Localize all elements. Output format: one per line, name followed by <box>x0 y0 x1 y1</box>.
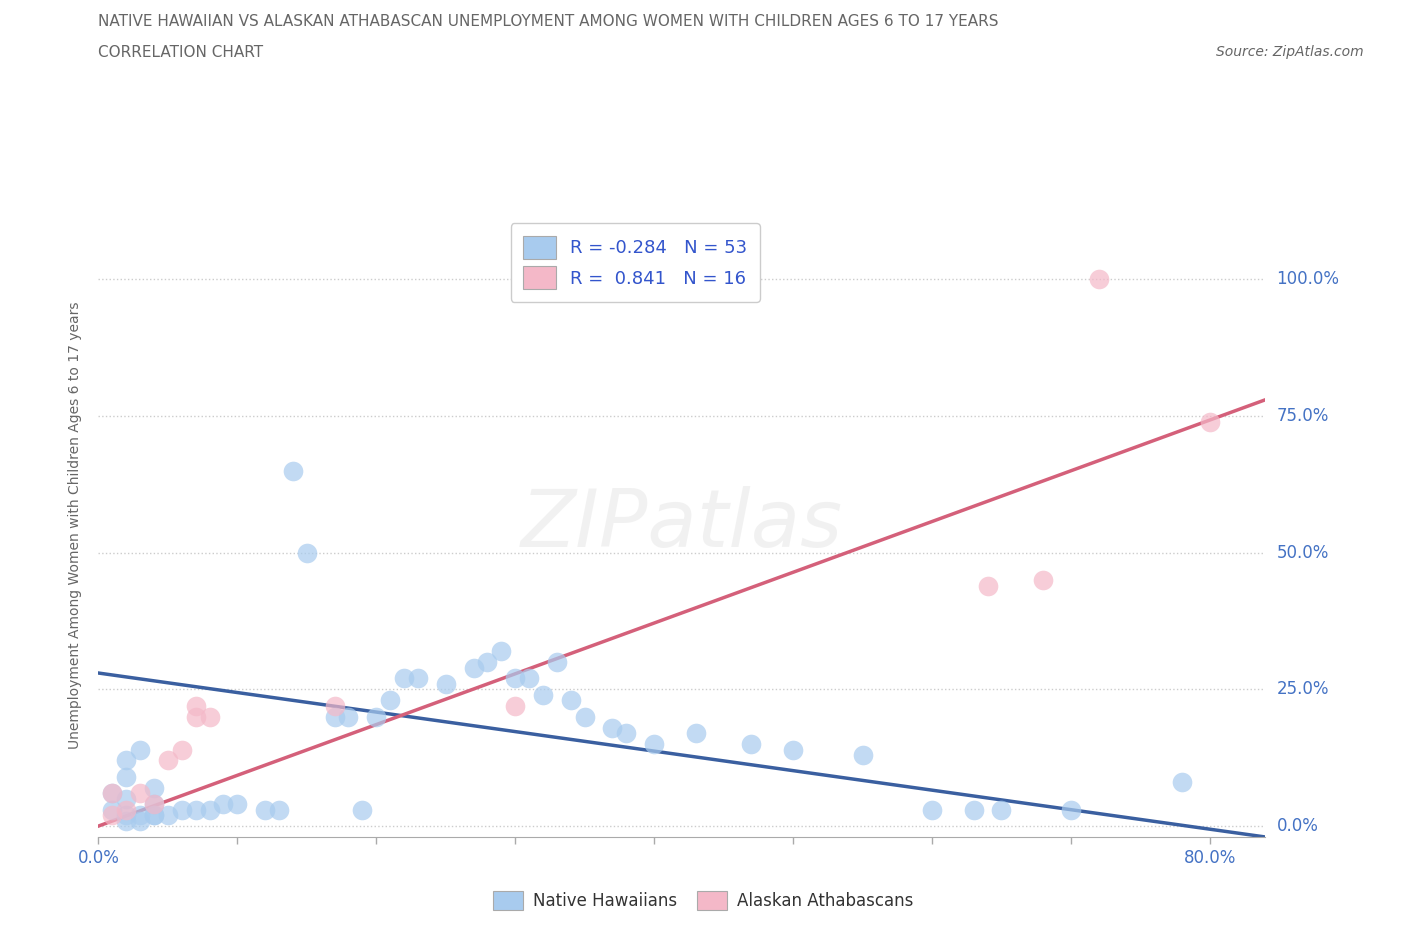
Point <box>740 737 762 751</box>
Point <box>962 803 984 817</box>
Point <box>143 807 166 822</box>
Point <box>143 797 166 812</box>
Point <box>1060 803 1083 817</box>
Point <box>129 742 152 757</box>
Legend: R = -0.284   N = 53, R =  0.841   N = 16: R = -0.284 N = 53, R = 0.841 N = 16 <box>510 223 759 302</box>
Point <box>1087 272 1109 287</box>
Point <box>101 786 124 801</box>
Text: Source: ZipAtlas.com: Source: ZipAtlas.com <box>1216 45 1364 59</box>
Point <box>170 742 193 757</box>
Point <box>434 676 457 691</box>
Point <box>295 545 318 560</box>
Point <box>170 803 193 817</box>
Point <box>184 698 207 713</box>
Point <box>463 660 485 675</box>
Legend: Native Hawaiians, Alaskan Athabascans: Native Hawaiians, Alaskan Athabascans <box>486 884 920 917</box>
Text: ZIPatlas: ZIPatlas <box>520 486 844 565</box>
Point <box>378 693 402 708</box>
Point <box>503 671 526 686</box>
Point <box>602 720 624 735</box>
Point <box>129 807 152 822</box>
Point <box>366 710 388 724</box>
Point <box>129 786 152 801</box>
Point <box>115 791 138 806</box>
Point <box>921 803 943 817</box>
Point <box>254 803 277 817</box>
Point <box>323 710 346 724</box>
Point <box>184 710 207 724</box>
Point <box>212 797 235 812</box>
Point <box>129 813 152 828</box>
Point <box>101 803 124 817</box>
Point <box>352 803 374 817</box>
Point <box>143 807 166 822</box>
Text: 0.0%: 0.0% <box>1277 817 1319 835</box>
Text: 75.0%: 75.0% <box>1277 407 1329 425</box>
Point <box>574 710 596 724</box>
Point <box>1171 775 1194 790</box>
Point <box>531 687 554 702</box>
Point <box>143 797 166 812</box>
Point <box>517 671 540 686</box>
Point <box>156 753 179 768</box>
Point <box>184 803 207 817</box>
Point <box>392 671 415 686</box>
Point <box>226 797 249 812</box>
Point <box>143 780 166 795</box>
Point <box>1032 573 1054 588</box>
Point <box>198 803 221 817</box>
Point <box>614 725 637 740</box>
Point <box>491 644 513 658</box>
Point <box>101 786 124 801</box>
Point <box>560 693 582 708</box>
Y-axis label: Unemployment Among Women with Children Ages 6 to 17 years: Unemployment Among Women with Children A… <box>69 301 83 750</box>
Point <box>101 807 124 822</box>
Point <box>323 698 346 713</box>
Point <box>115 769 138 784</box>
Point <box>198 710 221 724</box>
Point <box>976 578 998 593</box>
Text: CORRELATION CHART: CORRELATION CHART <box>98 45 263 60</box>
Text: NATIVE HAWAIIAN VS ALASKAN ATHABASCAN UNEMPLOYMENT AMONG WOMEN WITH CHILDREN AGE: NATIVE HAWAIIAN VS ALASKAN ATHABASCAN UN… <box>98 14 998 29</box>
Text: 50.0%: 50.0% <box>1277 544 1329 562</box>
Text: 100.0%: 100.0% <box>1277 271 1340 288</box>
Point <box>406 671 429 686</box>
Point <box>546 655 568 670</box>
Point <box>503 698 526 713</box>
Point <box>115 813 138 828</box>
Point <box>267 803 290 817</box>
Point <box>782 742 804 757</box>
Point <box>337 710 360 724</box>
Point <box>990 803 1012 817</box>
Point <box>281 463 304 478</box>
Point <box>115 753 138 768</box>
Point <box>115 807 138 822</box>
Point <box>685 725 707 740</box>
Text: 25.0%: 25.0% <box>1277 681 1329 698</box>
Point <box>115 803 138 817</box>
Point <box>1198 414 1220 429</box>
Point <box>643 737 665 751</box>
Point <box>156 807 179 822</box>
Point <box>851 748 873 763</box>
Point <box>477 655 499 670</box>
